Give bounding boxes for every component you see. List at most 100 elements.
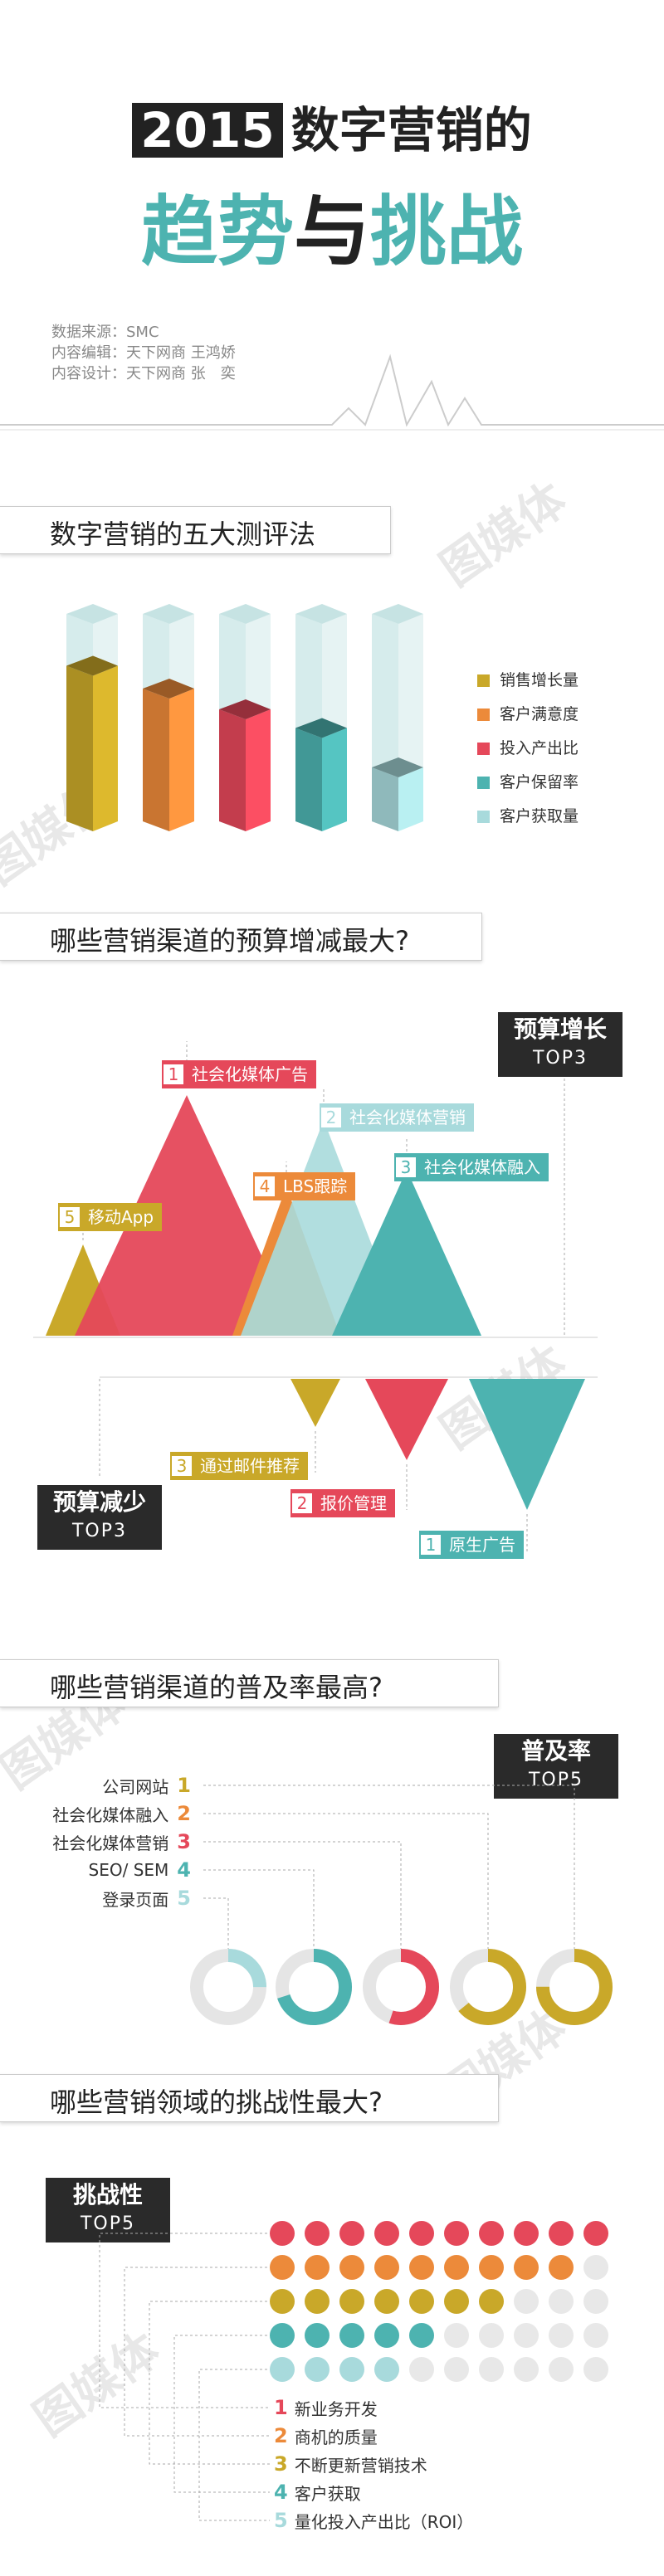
- triangle-quote: [365, 1379, 448, 1460]
- rank-text: 原生广告: [449, 1535, 515, 1555]
- challenge-dot: [549, 2221, 574, 2246]
- challenge-dot: [305, 2255, 330, 2280]
- challenge-list: 1 新业务开发 2 商机的质量 3 不断更新营销技术 4 客户获取 5 量化投入产出比（R…: [274, 2393, 473, 2535]
- rank-text: 移动App: [88, 1207, 154, 1227]
- connector-line: [124, 2267, 270, 2437]
- leader-line: [203, 1897, 229, 1949]
- decrease-label-1: 1 原生广告: [419, 1531, 524, 1559]
- list-item: SEO/ SEM 4: [52, 1856, 191, 1884]
- challenge-dot: [479, 2357, 504, 2382]
- legend-label: 客户保留率: [500, 773, 579, 791]
- measurement-bar: [66, 604, 118, 831]
- list-item: 3 不断更新营销技术: [274, 2450, 473, 2478]
- rank-text: LBS跟踪: [283, 1176, 348, 1196]
- item-text: 客户获取: [294, 2483, 361, 2504]
- challenge-dot: [374, 2357, 399, 2382]
- item-number: 2: [177, 1802, 191, 1825]
- credit-source: 数据来源：SMC: [51, 324, 159, 341]
- challenge-dot: [270, 2357, 295, 2382]
- badge-sub: TOP5: [80, 2213, 136, 2234]
- list-item: 1 新业务开发: [274, 2393, 473, 2422]
- section1-heading-box: 数字营销的五大测评法: [0, 506, 391, 554]
- connector-line: [149, 2301, 270, 2465]
- credit-editor: 内容编辑：天下网商 王鸿娇: [51, 344, 236, 362]
- challenge-dot: [305, 2221, 330, 2246]
- item-number: 1: [274, 2396, 288, 2419]
- challenge-dot: [549, 2357, 574, 2382]
- title-challenge: 挑战: [370, 187, 524, 276]
- challenge-dot: [444, 2357, 469, 2382]
- challenge-dot: [270, 2289, 295, 2314]
- leader-line: [203, 1841, 402, 1949]
- penetration-donut: [450, 1949, 526, 2025]
- legend-item: 客户获取量: [477, 800, 579, 834]
- legend-item: 客户保留率: [477, 766, 579, 800]
- connector-line: [99, 2233, 270, 2408]
- list-item: 公司网站 1: [52, 1771, 191, 1799]
- item-text: 登录页面: [102, 1889, 169, 1910]
- penetration-donuts: [190, 1785, 613, 2025]
- legend-label: 客户满意度: [500, 705, 579, 723]
- budget-triangles-chart: [33, 1041, 598, 1551]
- section1-heading: 数字营销的五大测评法: [50, 519, 316, 550]
- legend-label: 客户获取量: [500, 807, 579, 825]
- challenge-dot: [514, 2323, 539, 2348]
- challenge-dot: [444, 2323, 469, 2348]
- penetration-badge: 普及率 TOP5: [494, 1734, 618, 1799]
- section1-legend: 销售增长量 客户满意度 投入产出比 客户保留率 客户获取量: [477, 664, 579, 834]
- section3-heading-box: 哪些营销渠道的普及率最高?: [0, 1659, 499, 1707]
- section4-heading-box: 哪些营销领域的挑战性最大?: [0, 2074, 499, 2122]
- legend-label: 投入产出比: [500, 739, 579, 757]
- legend-swatch: [477, 709, 490, 721]
- challenge-dot: [479, 2323, 504, 2348]
- badge-title: 预算减少: [52, 1488, 146, 1516]
- challenge-dot: [479, 2221, 504, 2246]
- increase-label-4: 4 LBS跟踪: [253, 1172, 356, 1200]
- credit-designer: 内容设计：天下网商 张 奕: [51, 365, 236, 382]
- challenge-dot: [339, 2357, 364, 2382]
- item-text: 社会化媒体融入: [52, 1804, 169, 1825]
- challenge-dot: [305, 2357, 330, 2382]
- rank-number: 3: [170, 1454, 193, 1478]
- rank-number: 1: [419, 1533, 442, 1556]
- challenge-dot: [409, 2323, 434, 2348]
- challenge-badge: 挑战性 TOP5: [46, 2178, 170, 2242]
- increase-label-2: 2 社会化媒体营销: [320, 1103, 474, 1132]
- triangle-social-ads: [75, 1095, 299, 1336]
- measurement-bar: [143, 604, 194, 831]
- penetration-donut: [363, 1949, 439, 2025]
- leader-line: [203, 1813, 489, 1949]
- challenge-dot: [444, 2221, 469, 2246]
- challenge-dot: [583, 2221, 608, 2246]
- challenge-dot: [339, 2255, 364, 2280]
- title-main: 数字营销的: [290, 102, 532, 158]
- rank-text: 社会化媒体营销: [349, 1108, 466, 1127]
- penetration-donut: [276, 1949, 352, 2025]
- item-number: 4: [177, 1858, 191, 1882]
- list-item: 登录页面 5: [52, 1884, 191, 1912]
- challenge-dot: [444, 2255, 469, 2280]
- title-and: 与: [293, 187, 370, 276]
- item-text: 量化投入产出比（ROI）: [294, 2511, 474, 2532]
- item-number: 5: [274, 2509, 288, 2532]
- section4-heading: 哪些营销领域的挑战性最大?: [50, 2087, 383, 2118]
- challenge-dot: [583, 2357, 608, 2382]
- section2-heading: 哪些营销渠道的预算增减最大?: [50, 925, 409, 957]
- section3-heading: 哪些营销渠道的普及率最高?: [50, 1672, 383, 1703]
- decrease-label-3: 3 通过邮件推荐: [170, 1452, 308, 1480]
- rank-number: 5: [58, 1205, 81, 1229]
- credits: 数据来源：SMC 内容编辑：天下网商 王鸿娇 内容设计：天下网商 张 奕: [51, 322, 236, 384]
- leader-line: [203, 1785, 575, 1949]
- triangle-native-ads: [469, 1379, 585, 1510]
- challenge-dot: [583, 2323, 608, 2348]
- challenge-dot: [339, 2289, 364, 2314]
- item-number: 4: [274, 2481, 288, 2504]
- challenge-dot: [549, 2255, 574, 2280]
- penetration-list: 公司网站 1 社会化媒体融入 2 社会化媒体营销 3 SEO/ SEM 4 登录页面 5: [52, 1771, 191, 1912]
- challenge-dot: [514, 2255, 539, 2280]
- badge-title: 普及率: [520, 1737, 591, 1765]
- challenge-dot: [409, 2221, 434, 2246]
- section2-heading-box: 哪些营销渠道的预算增减最大?: [0, 913, 482, 961]
- measurement-bar: [295, 604, 347, 831]
- badge-sub: TOP3: [532, 1048, 588, 1069]
